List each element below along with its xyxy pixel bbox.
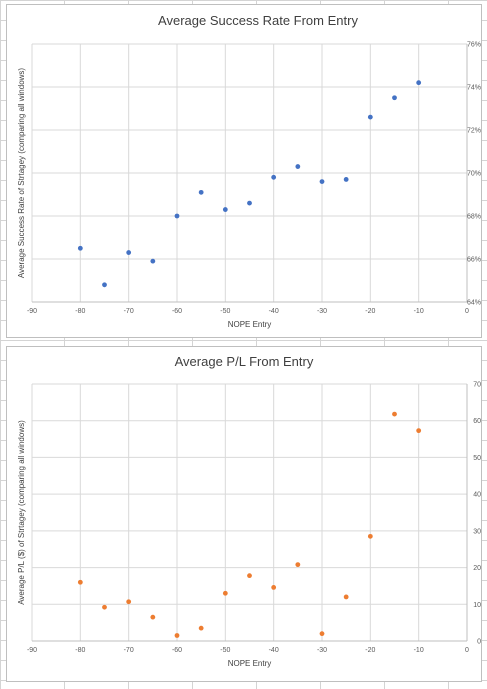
data-point bbox=[319, 179, 325, 185]
x-tick-label: -20 bbox=[365, 308, 375, 315]
x-tick-label: -10 bbox=[414, 647, 424, 654]
x-axis-label: NOPE Entry bbox=[228, 659, 272, 668]
x-tick-label: -80 bbox=[75, 647, 85, 654]
x-tick-label: -50 bbox=[220, 647, 230, 654]
y-tick-label: 70% bbox=[467, 171, 481, 178]
x-tick-label: -90 bbox=[27, 647, 37, 654]
data-point bbox=[77, 579, 83, 585]
y-axis-label: Average Success Rate of Strtagey (compar… bbox=[17, 68, 26, 279]
data-point bbox=[343, 177, 349, 182]
y-tick-label: 74% bbox=[467, 85, 481, 92]
data-point bbox=[77, 245, 83, 251]
data-point bbox=[102, 604, 107, 610]
success-rate-chart: Average Success Rate From Entry 64% 66% 68%… bbox=[6, 4, 482, 338]
y-tick-label: 64% bbox=[467, 300, 481, 307]
y-tick-label: 76% bbox=[467, 42, 481, 49]
x-tick-label: -40 bbox=[269, 308, 279, 315]
x-tick-label: -80 bbox=[75, 308, 85, 315]
data-point bbox=[126, 599, 132, 605]
y-tick-label: 66% bbox=[467, 257, 481, 264]
x-tick-label: -10 bbox=[414, 308, 424, 315]
data-point bbox=[416, 428, 422, 434]
y-tick-label: 40 bbox=[473, 492, 481, 499]
x-tick-label: 0 bbox=[465, 308, 469, 315]
y-tick-label: 68% bbox=[467, 214, 481, 221]
x-tick-label: -20 bbox=[365, 647, 375, 654]
y-tick-label: 50 bbox=[473, 455, 481, 462]
data-point bbox=[392, 95, 397, 101]
data-point bbox=[222, 590, 228, 596]
x-tick-label: -70 bbox=[124, 647, 134, 654]
data-point bbox=[247, 200, 252, 206]
chart-title: Average P/L From Entry bbox=[175, 354, 314, 369]
data-point bbox=[343, 594, 349, 600]
success-rate-chart-svg: Average Success Rate From Entry 64% 66% 68%… bbox=[17, 13, 481, 329]
data-point bbox=[150, 614, 156, 620]
data-point bbox=[247, 573, 252, 579]
x-tick-label: -60 bbox=[172, 308, 182, 315]
x-axis-label: NOPE Entry bbox=[228, 320, 272, 329]
data-point bbox=[271, 584, 277, 590]
data-point bbox=[416, 80, 422, 86]
y-tick-label: 0 bbox=[477, 639, 481, 646]
data-point bbox=[319, 631, 325, 637]
y-tick-label: 30 bbox=[473, 528, 481, 535]
y-tick-label: 60 bbox=[473, 418, 481, 425]
y-tick-label: 70 bbox=[473, 382, 481, 389]
data-point bbox=[367, 533, 373, 539]
data-point bbox=[271, 174, 277, 180]
pl-chart: Average P/L From Entry 0 10 20 30 40 50 60 70 -90… bbox=[6, 346, 482, 682]
x-tick-label: -90 bbox=[27, 308, 37, 315]
chart-title: Average Success Rate From Entry bbox=[158, 13, 358, 28]
y-tick-label: 72% bbox=[467, 128, 481, 135]
pl-chart-svg: Average P/L From Entry 0 10 20 30 40 50 60 70 -90… bbox=[17, 354, 481, 668]
data-point bbox=[198, 189, 204, 195]
x-tick-label: -70 bbox=[124, 308, 134, 315]
data-point bbox=[126, 250, 132, 255]
x-tick-label: -60 bbox=[172, 647, 182, 654]
data-point bbox=[174, 633, 180, 638]
x-tick-label: -30 bbox=[317, 647, 327, 654]
data-point bbox=[392, 411, 397, 417]
x-tick-label: -50 bbox=[220, 308, 230, 315]
data-point bbox=[174, 213, 180, 219]
y-tick-label: 10 bbox=[473, 602, 481, 609]
data-point bbox=[295, 562, 301, 568]
data-point bbox=[102, 282, 107, 288]
data-point bbox=[222, 207, 228, 212]
data-point bbox=[150, 258, 156, 264]
data-point bbox=[367, 114, 373, 120]
y-axis-label: Average P/L ($) of Strtagey (comparing a… bbox=[17, 420, 26, 605]
data-point bbox=[198, 625, 204, 631]
x-tick-label: -30 bbox=[317, 308, 327, 315]
x-tick-label: -40 bbox=[269, 647, 279, 654]
x-tick-label: 0 bbox=[465, 647, 469, 654]
y-tick-label: 20 bbox=[473, 565, 481, 572]
data-point bbox=[295, 164, 301, 169]
